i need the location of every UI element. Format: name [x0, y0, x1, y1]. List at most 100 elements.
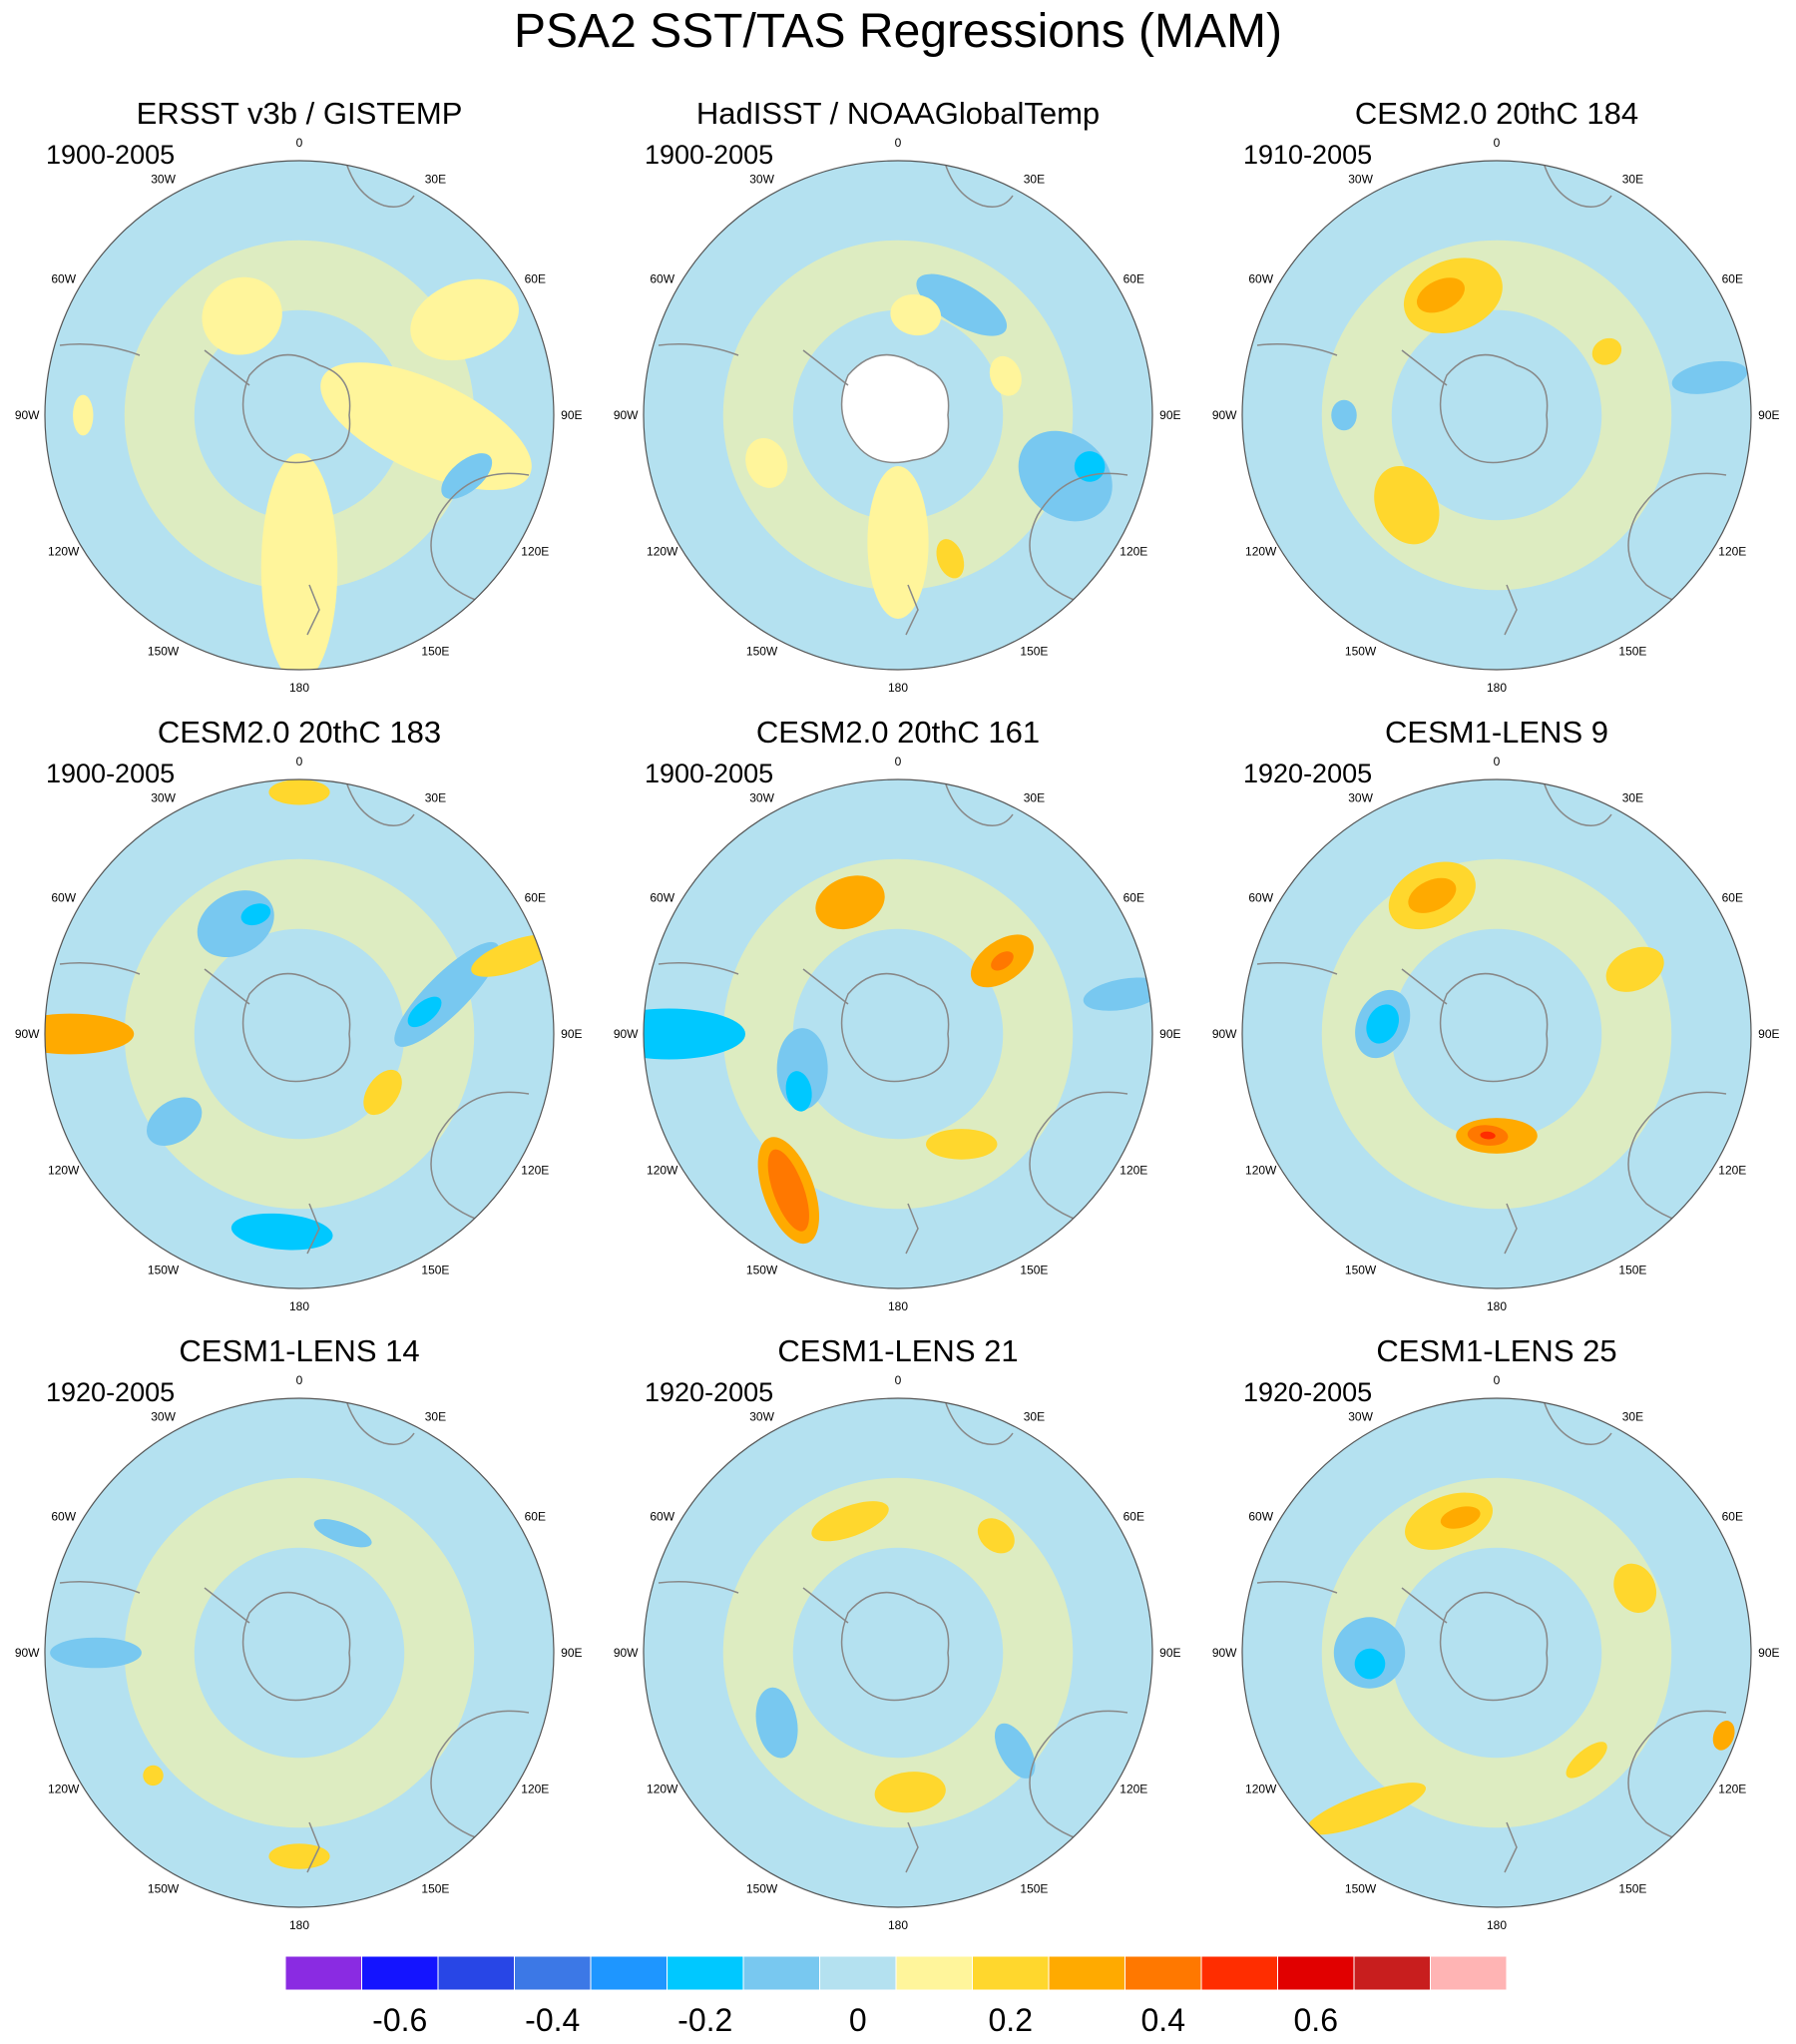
peninsula-coastline	[204, 968, 250, 1005]
panel-title: HadISST / NOAAGlobalTemp	[695, 96, 1101, 131]
longitude-label: 60W	[51, 272, 76, 286]
panel-period: 1920-2005	[645, 1377, 774, 1407]
map-boundary	[643, 778, 1153, 1289]
longitude-label: 120E	[1120, 1782, 1147, 1795]
colorbar-swatch	[819, 1955, 897, 1991]
antarctica-coastline	[1439, 353, 1549, 464]
longitude-label: 90E	[561, 1646, 582, 1660]
anomaly-region	[268, 779, 330, 805]
anomaly-region	[73, 394, 94, 436]
map-panel-cesm1-lens-9: CESM1-LENS 9 1920-2005 0 30E 60E 90E 120E 150…	[1197, 715, 1796, 1333]
anomaly-region	[977, 1518, 1015, 1554]
colorbar-swatches	[284, 1955, 1508, 1991]
longitude-label: 90E	[1159, 1646, 1180, 1660]
colorbar-swatch	[361, 1955, 439, 1991]
colorbar-label: 0	[848, 2002, 867, 2038]
map-panel-cesm1-lens-25: CESM1-LENS 25 1920-2005 0 30E 60E 90E 120E 15…	[1197, 1333, 1796, 1952]
anomaly-region	[755, 1687, 798, 1759]
longitude-label: 60W	[1248, 1510, 1273, 1524]
anomaly-region	[1566, 1742, 1607, 1779]
anomaly-region	[994, 1723, 1036, 1779]
panel-title: CESM1-LENS 9	[1385, 715, 1608, 750]
longitude-label: 150E	[421, 1881, 449, 1895]
longitude-label: 120W	[48, 1163, 80, 1177]
longitude-label: 150W	[1345, 1881, 1377, 1895]
longitude-label: 60W	[51, 891, 76, 905]
map-panel-cesm2-183: CESM2.0 20thC 183 1900-2005 0 30E 60E 90E 12…	[0, 715, 599, 1333]
longitude-label: 180	[888, 681, 908, 695]
colorbar-label: -0.2	[677, 2002, 733, 2038]
map-boundary	[44, 1397, 555, 1908]
new-zealand-coastline	[1504, 1203, 1518, 1255]
longitude-label: 120E	[1718, 1163, 1746, 1177]
longitude-label: 150W	[746, 1263, 778, 1277]
longitude-label: 150W	[148, 1263, 180, 1277]
map-field	[45, 1398, 554, 1907]
anomaly-region	[926, 1129, 998, 1160]
longitude-label: 90W	[1212, 1027, 1237, 1041]
polar-map: 0 30E 60E 90E 120E 150E 180 150W 120W 90W 60W 30W	[614, 755, 1181, 1313]
anomaly-region	[890, 293, 942, 336]
longitude-label: 0	[296, 755, 303, 768]
longitude-label: 90W	[1212, 1646, 1237, 1660]
map-boundary	[1241, 160, 1752, 671]
colorbar-swatch	[284, 1955, 362, 1991]
map-field	[1242, 161, 1751, 670]
longitude-label: 0	[1494, 136, 1501, 150]
map-boundary	[1241, 1397, 1752, 1908]
anomaly-region	[1440, 1506, 1481, 1529]
longitude-label: 30W	[151, 1410, 176, 1424]
anomaly-region	[1331, 399, 1357, 431]
longitude-label: 60E	[1123, 272, 1144, 286]
colorbar-swatch	[590, 1955, 668, 1991]
longitude-label: 60W	[650, 272, 674, 286]
antarctica-coastline	[840, 972, 950, 1083]
polar-map: 0 30E 60E 90E 120E 150E 180 150W 120W 90W 60W 30W	[614, 1373, 1181, 1932]
antarctica-coastline	[241, 353, 351, 464]
anomaly-region	[745, 438, 788, 488]
map-panel-cesm1-lens-21: CESM1-LENS 21 1920-2005 0 30E 60E 90E 120E 15…	[599, 1333, 1197, 1952]
new-zealand-coastline	[1504, 584, 1518, 636]
anomaly-region	[441, 453, 493, 499]
new-zealand-coastline	[905, 584, 919, 636]
map-field	[1242, 779, 1751, 1288]
anomaly-region	[815, 875, 885, 930]
longitude-label: 90E	[561, 1027, 582, 1041]
anomaly-region	[1374, 465, 1440, 545]
anomaly-region	[867, 466, 929, 619]
anomaly-region	[991, 951, 1014, 971]
map-field	[644, 779, 1152, 1288]
panel-period: 1900-2005	[645, 759, 774, 788]
longitude-label: 60W	[1248, 272, 1273, 286]
longitude-label: 180	[289, 681, 309, 695]
longitude-label: 30E	[1024, 1410, 1045, 1424]
colorbar-swatch	[972, 1955, 1050, 1991]
anomaly-region	[936, 539, 965, 579]
new-zealand-coastline	[1504, 1821, 1518, 1873]
colorbar-swatch	[1353, 1955, 1431, 1991]
longitude-label: 30W	[1348, 791, 1373, 805]
anomaly-region	[1671, 360, 1748, 394]
anomaly-region	[260, 453, 338, 670]
peninsula-coastline	[1401, 968, 1448, 1005]
longitude-label: 180	[888, 1299, 908, 1313]
longitude-label: 120W	[647, 1163, 678, 1177]
panel-title: CESM1-LENS 25	[1376, 1333, 1617, 1368]
longitude-label: 150W	[746, 1881, 778, 1895]
longitude-label: 60E	[1123, 891, 1144, 905]
field-band	[722, 858, 1074, 1210]
longitude-label: 150W	[148, 1881, 180, 1895]
map-field	[45, 779, 554, 1288]
field-background	[1242, 1398, 1751, 1907]
longitude-label: 120E	[521, 1782, 549, 1795]
panel-title: CESM1-LENS 14	[179, 1333, 420, 1368]
longitude-label: 90W	[15, 1027, 40, 1041]
longitude-label: 30W	[1348, 173, 1373, 187]
polar-map: 0 30E 60E 90E 120E 150E 180 150W 120W 90W 60W 30W	[1212, 1373, 1780, 1932]
map-boundary	[44, 160, 555, 671]
colorbar-label: -0.6	[372, 2002, 428, 2038]
peninsula-coastline	[1401, 1587, 1448, 1624]
map-field	[45, 161, 554, 670]
longitude-label: 180	[289, 1918, 309, 1932]
longitude-label: 0	[895, 755, 902, 768]
